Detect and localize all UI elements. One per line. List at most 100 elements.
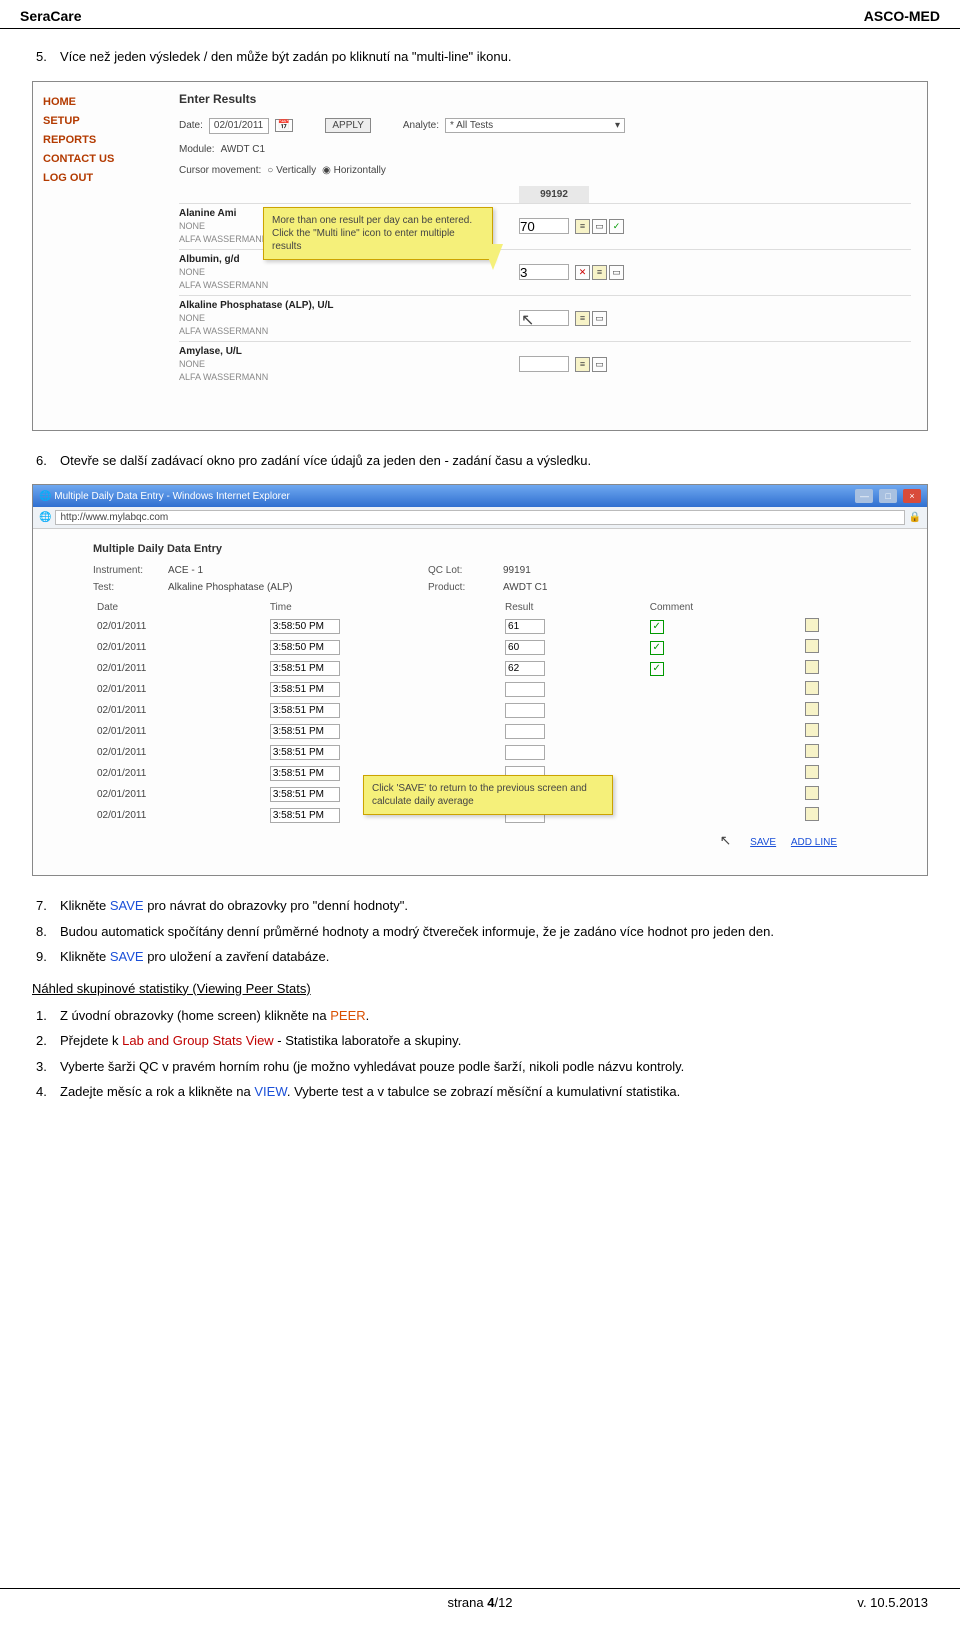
result-input[interactable] — [505, 745, 545, 760]
comment-icon[interactable] — [805, 807, 819, 821]
table-row: 02/01/2011✓ — [93, 637, 867, 658]
module-label: Module: — [179, 144, 215, 155]
comment-icon[interactable] — [805, 702, 819, 716]
test-label: Test: — [93, 582, 168, 593]
comment-icon[interactable] — [805, 639, 819, 653]
x-icon[interactable]: ✕ — [575, 265, 590, 280]
time-input[interactable] — [270, 787, 340, 802]
ie-icon: 🌐 — [39, 491, 51, 502]
result-input[interactable] — [505, 619, 545, 634]
time-input[interactable] — [270, 661, 340, 676]
nav-menu: HOME SETUP REPORTS CONTACT US LOG OUT — [33, 82, 163, 430]
comment-icon[interactable] — [805, 786, 819, 800]
comment-icon[interactable] — [805, 618, 819, 632]
radio-vertical[interactable]: ○ Vertically — [267, 165, 316, 176]
time-input[interactable] — [270, 808, 340, 823]
window-title: Multiple Daily Data Entry - Windows Inte… — [54, 491, 290, 502]
peer-step-3: 3. Vyberte šarži QC v pravém horním rohu… — [32, 1057, 928, 1077]
result-input[interactable] — [505, 703, 545, 718]
table-row: 02/01/2011 — [93, 700, 867, 721]
comment-icon[interactable] — [805, 660, 819, 674]
multiline-icon[interactable]: ≡ — [575, 311, 590, 326]
instrument-label: Instrument: — [93, 565, 168, 576]
result-input[interactable] — [505, 724, 545, 739]
comment-icon[interactable] — [805, 681, 819, 695]
nav-item[interactable]: REPORTS — [43, 134, 153, 146]
result-input[interactable] — [505, 640, 545, 655]
cursor-label: Cursor movement: — [179, 165, 261, 176]
note-icon[interactable]: ▭ — [592, 311, 607, 326]
peer-keyword: PEER — [330, 1008, 365, 1023]
radio-horizontal[interactable]: ◉ Horizontally — [322, 165, 386, 176]
instrument-value: ACE - 1 — [168, 565, 368, 576]
step-6: 6. Otevře se další zadávací okno pro zad… — [32, 451, 928, 471]
check-icon[interactable]: ✓ — [650, 620, 664, 634]
result-input[interactable] — [519, 218, 569, 234]
multiline-icon[interactable]: ≡ — [592, 265, 607, 280]
analyte-sub2: ALFA WASSERMANN — [179, 372, 268, 382]
table-row: 02/01/2011 — [93, 679, 867, 700]
module-value: AWDT C1 — [221, 144, 265, 155]
nav-item[interactable]: HOME — [43, 96, 153, 108]
time-input[interactable] — [270, 724, 340, 739]
analyte-row: Amylase, U/LNONEALFA WASSERMANN≡▭ — [179, 341, 911, 387]
panel-title: Enter Results — [179, 92, 911, 106]
close-button[interactable]: × — [903, 489, 921, 503]
check-icon[interactable]: ✓ — [650, 641, 664, 655]
screenshot-multiple-entry: 🌐 Multiple Daily Data Entry - Windows In… — [32, 484, 928, 876]
time-input[interactable] — [270, 619, 340, 634]
save-keyword: SAVE — [110, 898, 144, 913]
analyte-row: Alkaline Phosphatase (ALP), U/LNONEALFA … — [179, 295, 911, 341]
analyte-select[interactable]: * All Tests ▾ — [445, 118, 625, 133]
addline-link[interactable]: ADD LINE — [791, 837, 837, 848]
multiline-icon[interactable]: ≡ — [575, 357, 590, 372]
table-row: 02/01/2011 — [93, 742, 867, 763]
qclot-label: QC Lot: — [428, 565, 503, 576]
peer-step-4: 4. Zadejte měsíc a rok a klikněte na VIE… — [32, 1082, 928, 1102]
col-header: Result — [501, 599, 646, 616]
nav-item[interactable]: CONTACT US — [43, 153, 153, 165]
sample-header: 99192 — [519, 186, 589, 203]
result-input[interactable] — [505, 661, 545, 676]
url-field[interactable]: http://www.mylabqc.com — [55, 510, 904, 525]
time-input[interactable] — [270, 766, 340, 781]
note-icon[interactable]: ▭ — [609, 265, 624, 280]
result-input[interactable] — [519, 356, 569, 372]
cell-date: 02/01/2011 — [93, 805, 266, 826]
time-input[interactable] — [270, 745, 340, 760]
note-icon[interactable]: ▭ — [592, 357, 607, 372]
maximize-button[interactable]: □ — [879, 489, 897, 503]
peer-stats-heading: Náhled skupinové statistiky (Viewing Pee… — [32, 981, 928, 996]
product-value: AWDT C1 — [503, 582, 703, 593]
time-input[interactable] — [270, 640, 340, 655]
check-icon[interactable]: ✓ — [609, 219, 624, 234]
nav-item[interactable]: SETUP — [43, 115, 153, 127]
cursor-icon: ↖ — [521, 310, 534, 330]
multiline-icon[interactable]: ≡ — [575, 219, 590, 234]
comment-icon[interactable] — [805, 765, 819, 779]
comment-icon[interactable] — [805, 744, 819, 758]
lock-icon: 🔒 — [909, 512, 921, 523]
save-link[interactable]: SAVE — [750, 837, 776, 848]
chevron-down-icon: ▾ — [615, 120, 620, 131]
result-input[interactable] — [505, 682, 545, 697]
step-8: 8. Budou automatick spočítány denní prům… — [32, 922, 928, 942]
result-input[interactable] — [519, 264, 569, 280]
minimize-button[interactable]: — — [855, 489, 873, 503]
calendar-icon[interactable]: 📅 — [275, 119, 293, 132]
cell-date: 02/01/2011 — [93, 700, 266, 721]
date-input[interactable]: 02/01/2011 — [209, 118, 269, 134]
note-icon[interactable]: ▭ — [592, 219, 607, 234]
step-7: 7. Klikněte SAVE pro návrat do obrazovky… — [32, 896, 928, 916]
check-icon[interactable]: ✓ — [650, 662, 664, 676]
comment-icon[interactable] — [805, 723, 819, 737]
nav-item[interactable]: LOG OUT — [43, 172, 153, 184]
product-label: Product: — [428, 582, 503, 593]
step-5: 5. Více než jeden výsledek / den může bý… — [32, 47, 928, 67]
content: 5. Více než jeden výsledek / den může bý… — [0, 29, 960, 1188]
peer-step-2: 2. Přejdete k Lab and Group Stats View -… — [32, 1031, 928, 1051]
apply-button[interactable]: APPLY — [325, 118, 371, 133]
time-input[interactable] — [270, 703, 340, 718]
time-input[interactable] — [270, 682, 340, 697]
test-value: Alkaline Phosphatase (ALP) — [168, 582, 368, 593]
